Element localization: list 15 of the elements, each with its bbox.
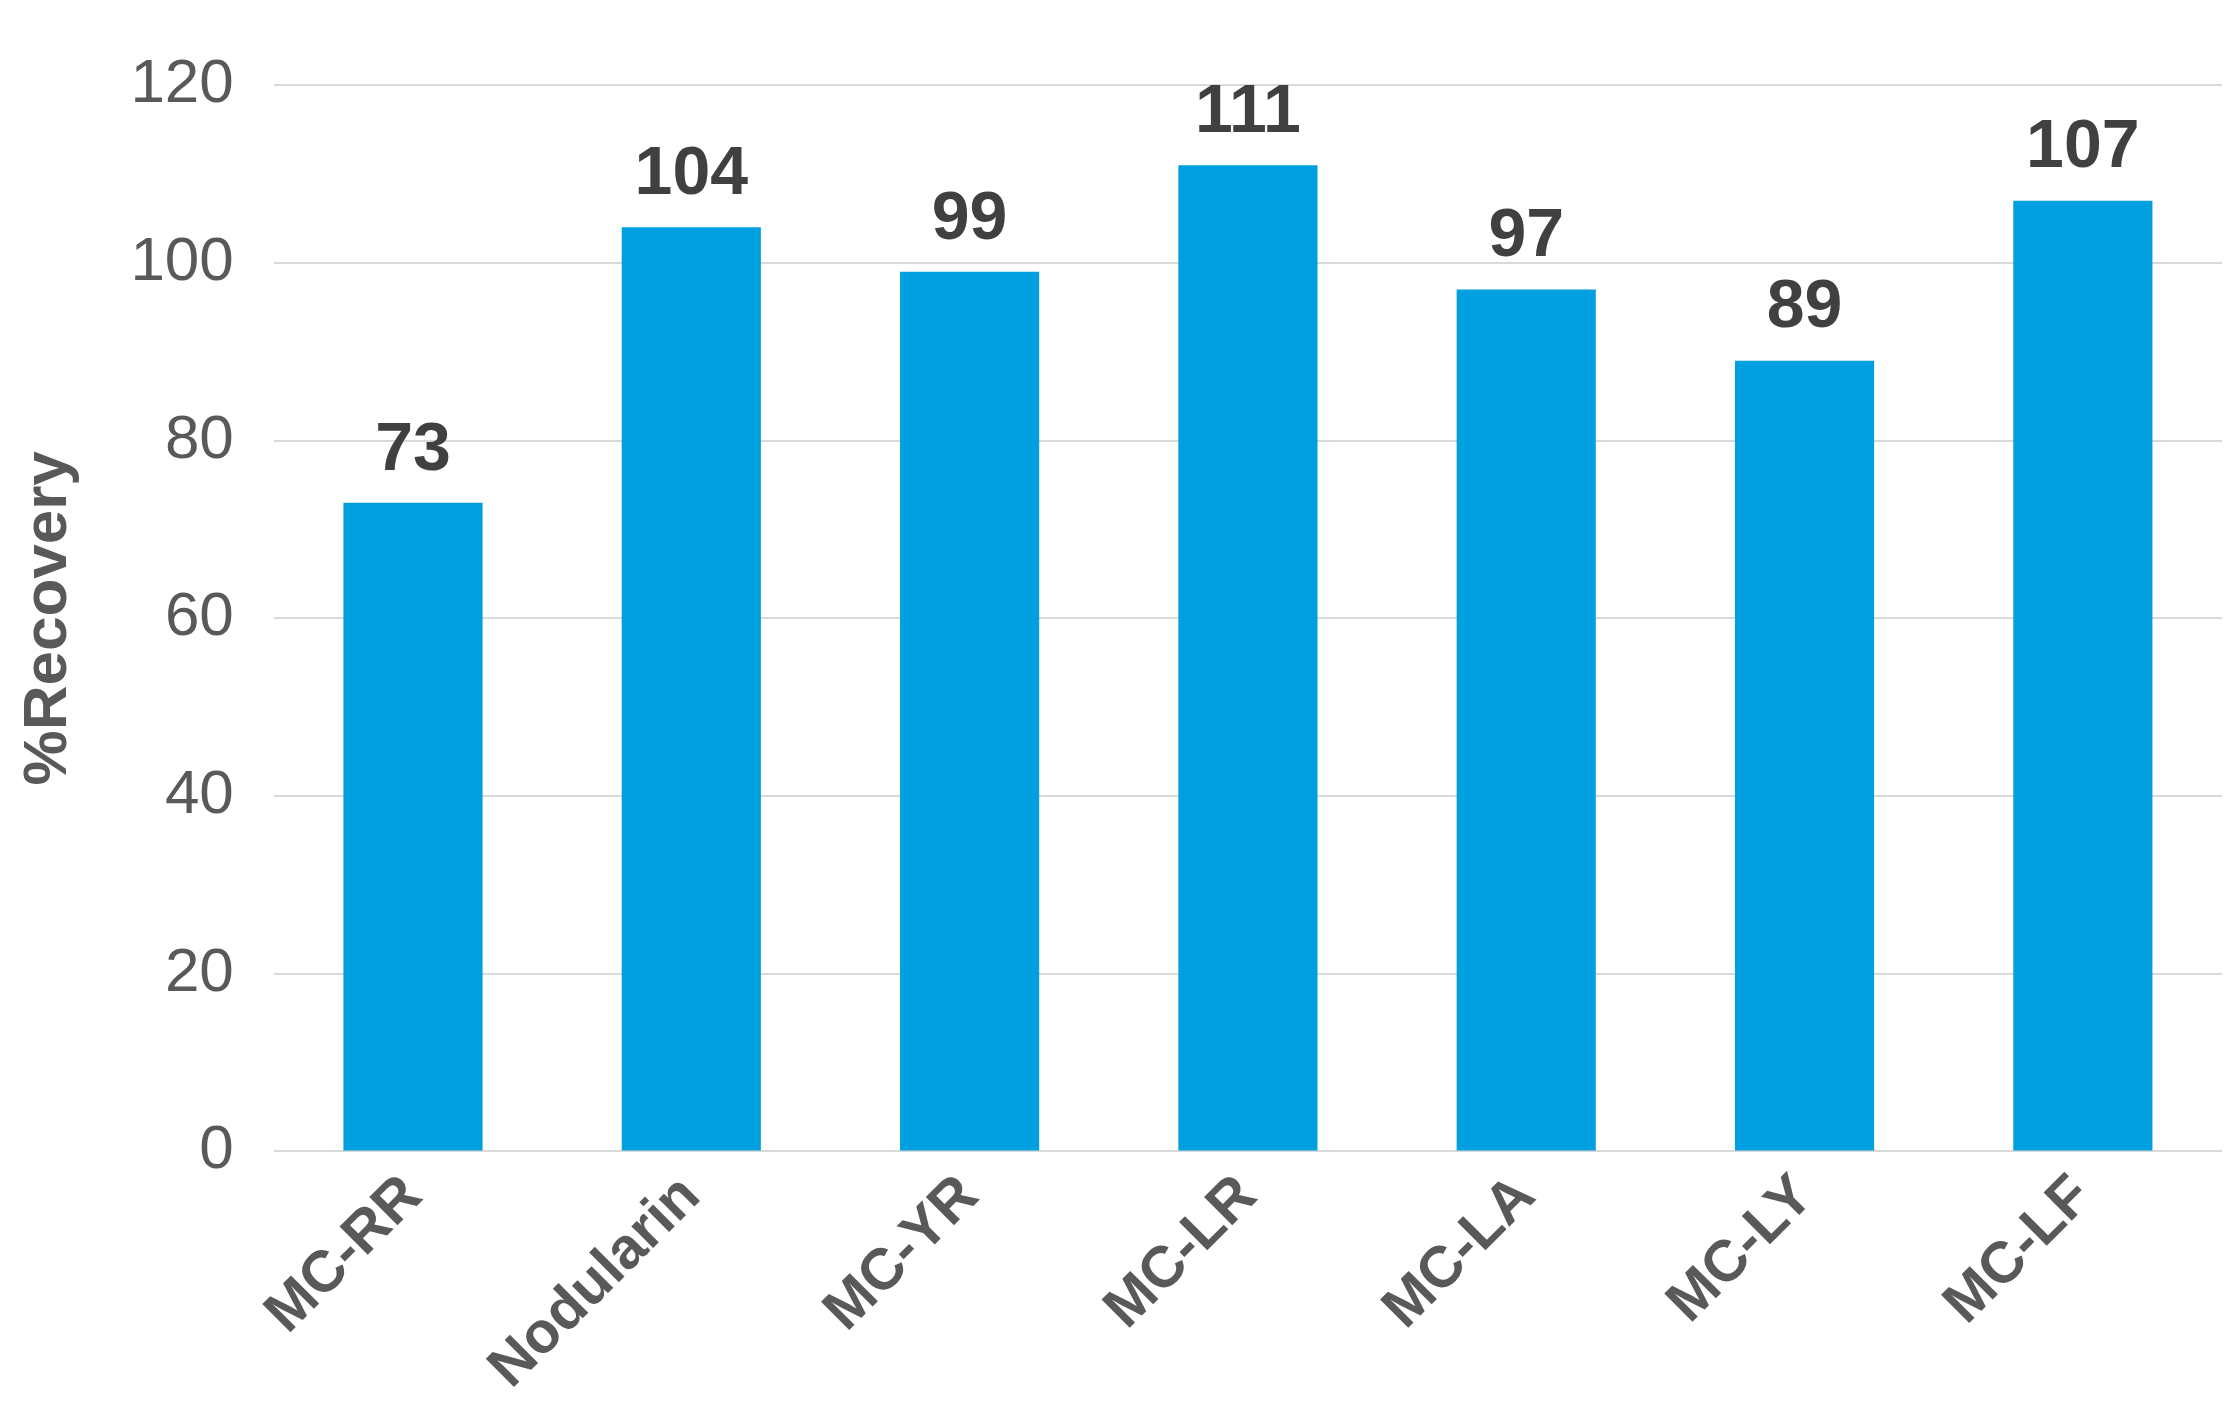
- data-label: 73: [375, 407, 451, 484]
- data-label: 97: [1488, 194, 1565, 271]
- data-label: 104: [634, 132, 749, 209]
- y-tick-label: 20: [164, 934, 234, 1004]
- y-tick-label: 0: [199, 1112, 234, 1182]
- data-label: 111: [1194, 69, 1301, 146]
- y-tick-label: 80: [164, 401, 234, 471]
- data-label: 99: [931, 176, 1008, 253]
- y-axis-title: %Recovery: [10, 450, 80, 786]
- y-tick-label: 100: [130, 223, 234, 293]
- data-label: 107: [2026, 105, 2140, 182]
- y-tick-label: 40: [164, 757, 234, 827]
- data-label: 89: [1766, 265, 1843, 342]
- y-tick-label: 120: [130, 46, 234, 116]
- y-tick-label: 60: [164, 579, 234, 649]
